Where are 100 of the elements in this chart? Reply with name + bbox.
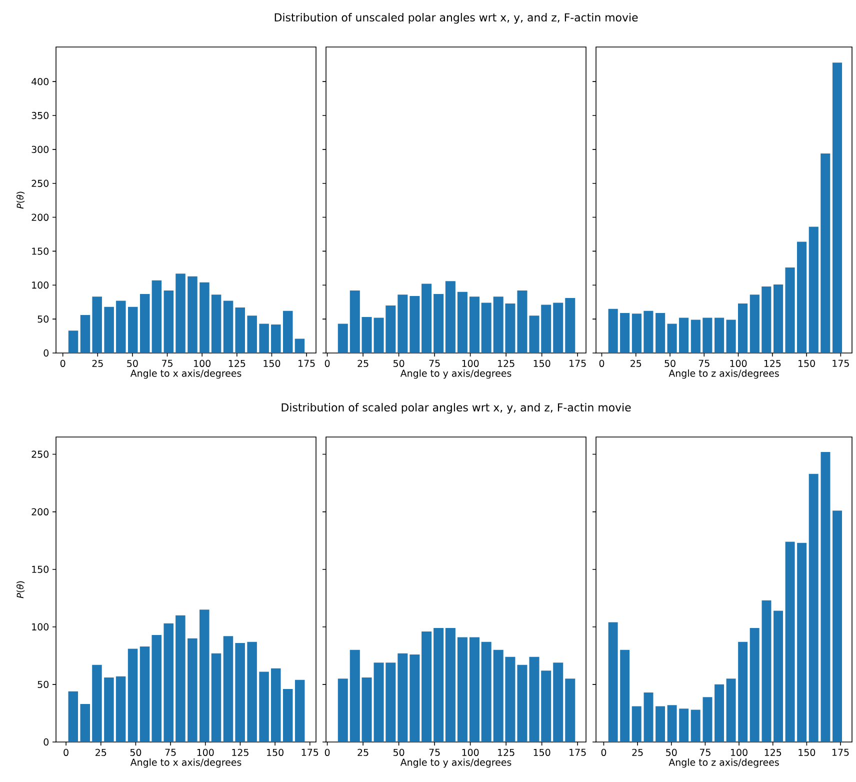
x-tick-label: 100 (730, 360, 747, 367)
y-tick-label: 100 (32, 623, 49, 630)
bar (553, 302, 564, 353)
bar (434, 294, 444, 353)
bar (714, 684, 724, 742)
y-tick-label: 0 (44, 349, 49, 357)
bar (620, 650, 630, 742)
bar (211, 653, 222, 742)
y-axis-title: P(θ) (16, 192, 25, 209)
bar (200, 282, 210, 353)
y-tick-label: 400 (32, 78, 49, 86)
y-tick-label: 50 (38, 680, 49, 688)
bar (541, 670, 552, 742)
x-tick-label: 175 (570, 360, 586, 367)
bar (726, 320, 736, 353)
bar (362, 678, 372, 742)
y-tick-label: 200 (32, 508, 49, 516)
bar (469, 637, 480, 742)
bar (679, 318, 689, 353)
x-tick-label: 0 (601, 748, 606, 756)
x-tick-label: 175 (302, 748, 318, 756)
x-tick-label: 150 (798, 748, 816, 756)
bar (350, 290, 360, 353)
bar (469, 296, 480, 353)
bar (92, 296, 102, 353)
bar (832, 62, 842, 353)
bar (481, 642, 492, 742)
bar (235, 308, 245, 353)
x-axis-title: Angle to x axis/degrees (130, 370, 242, 379)
bar (832, 510, 842, 742)
x-tick-label: 25 (358, 748, 368, 756)
x-tick-label: 150 (534, 360, 550, 367)
bar (796, 242, 807, 353)
bar (529, 316, 540, 353)
x-tick-label: 50 (130, 748, 142, 756)
bar (211, 294, 222, 353)
bar (271, 324, 281, 353)
bar (152, 634, 162, 742)
bar (223, 636, 234, 742)
x-tick-label: 0 (324, 360, 330, 367)
bar (541, 304, 552, 353)
bar (188, 276, 198, 353)
x-tick-label: 125 (228, 360, 246, 367)
bar (797, 542, 807, 742)
x-tick-label: 50 (664, 360, 676, 367)
y-tick-label: 250 (32, 180, 49, 187)
bar (116, 300, 126, 353)
y-tick-label: 350 (32, 112, 49, 120)
x-tick-label: 25 (358, 360, 368, 367)
x-tick-label: 100 (197, 748, 214, 756)
x-tick-label: 125 (498, 360, 514, 367)
bar (785, 267, 795, 353)
bar (80, 314, 90, 353)
x-tick-label: 175 (832, 748, 849, 756)
bar (398, 653, 408, 742)
x-tick-label: 175 (570, 748, 586, 756)
bar (690, 710, 700, 742)
x-tick-label: 0 (599, 360, 604, 367)
bar (620, 312, 630, 353)
bar (750, 628, 760, 742)
bar (565, 678, 576, 742)
bar (632, 314, 642, 353)
bar (608, 622, 618, 742)
y-tick-label: 300 (32, 146, 49, 154)
x-tick-label: 125 (498, 748, 514, 756)
y-tick-label: 250 (32, 450, 49, 458)
x-tick-label: 75 (429, 360, 440, 367)
x-axis-title: Angle to z axis/degrees (668, 370, 779, 379)
bar (820, 154, 830, 353)
x-tick-label: 0 (64, 748, 68, 756)
bar (128, 648, 138, 742)
x-tick-label: 175 (298, 360, 315, 367)
bar (529, 656, 540, 742)
bar (774, 610, 784, 742)
bar (738, 303, 748, 353)
bar (68, 330, 78, 353)
x-tick-label: 150 (798, 360, 815, 367)
bar (762, 600, 772, 742)
x-tick-label: 125 (232, 748, 248, 756)
bar (656, 706, 666, 742)
y-tick-label: 150 (32, 248, 49, 255)
bar (517, 290, 528, 353)
bar (259, 672, 269, 742)
bar (714, 318, 724, 353)
x-tick-label: 175 (832, 360, 849, 367)
x-tick-label: 25 (632, 748, 643, 756)
chart-title: Distribution of unscaled polar angles wrt x, y, and z, F-actin movie (274, 13, 638, 24)
y-tick-label: 0 (44, 738, 49, 746)
y-tick-label: 150 (32, 566, 49, 573)
bar (104, 306, 114, 353)
x-tick-label: 100 (462, 748, 479, 756)
bar (553, 662, 564, 742)
x-tick-label: 0 (60, 360, 66, 367)
bar (140, 646, 150, 742)
bar (116, 676, 126, 742)
x-tick-label: 125 (764, 360, 781, 367)
x-tick-label: 100 (731, 748, 748, 756)
y-axis-title: P(θ) (16, 581, 25, 598)
bar (774, 284, 784, 353)
x-tick-label: 25 (92, 360, 103, 367)
